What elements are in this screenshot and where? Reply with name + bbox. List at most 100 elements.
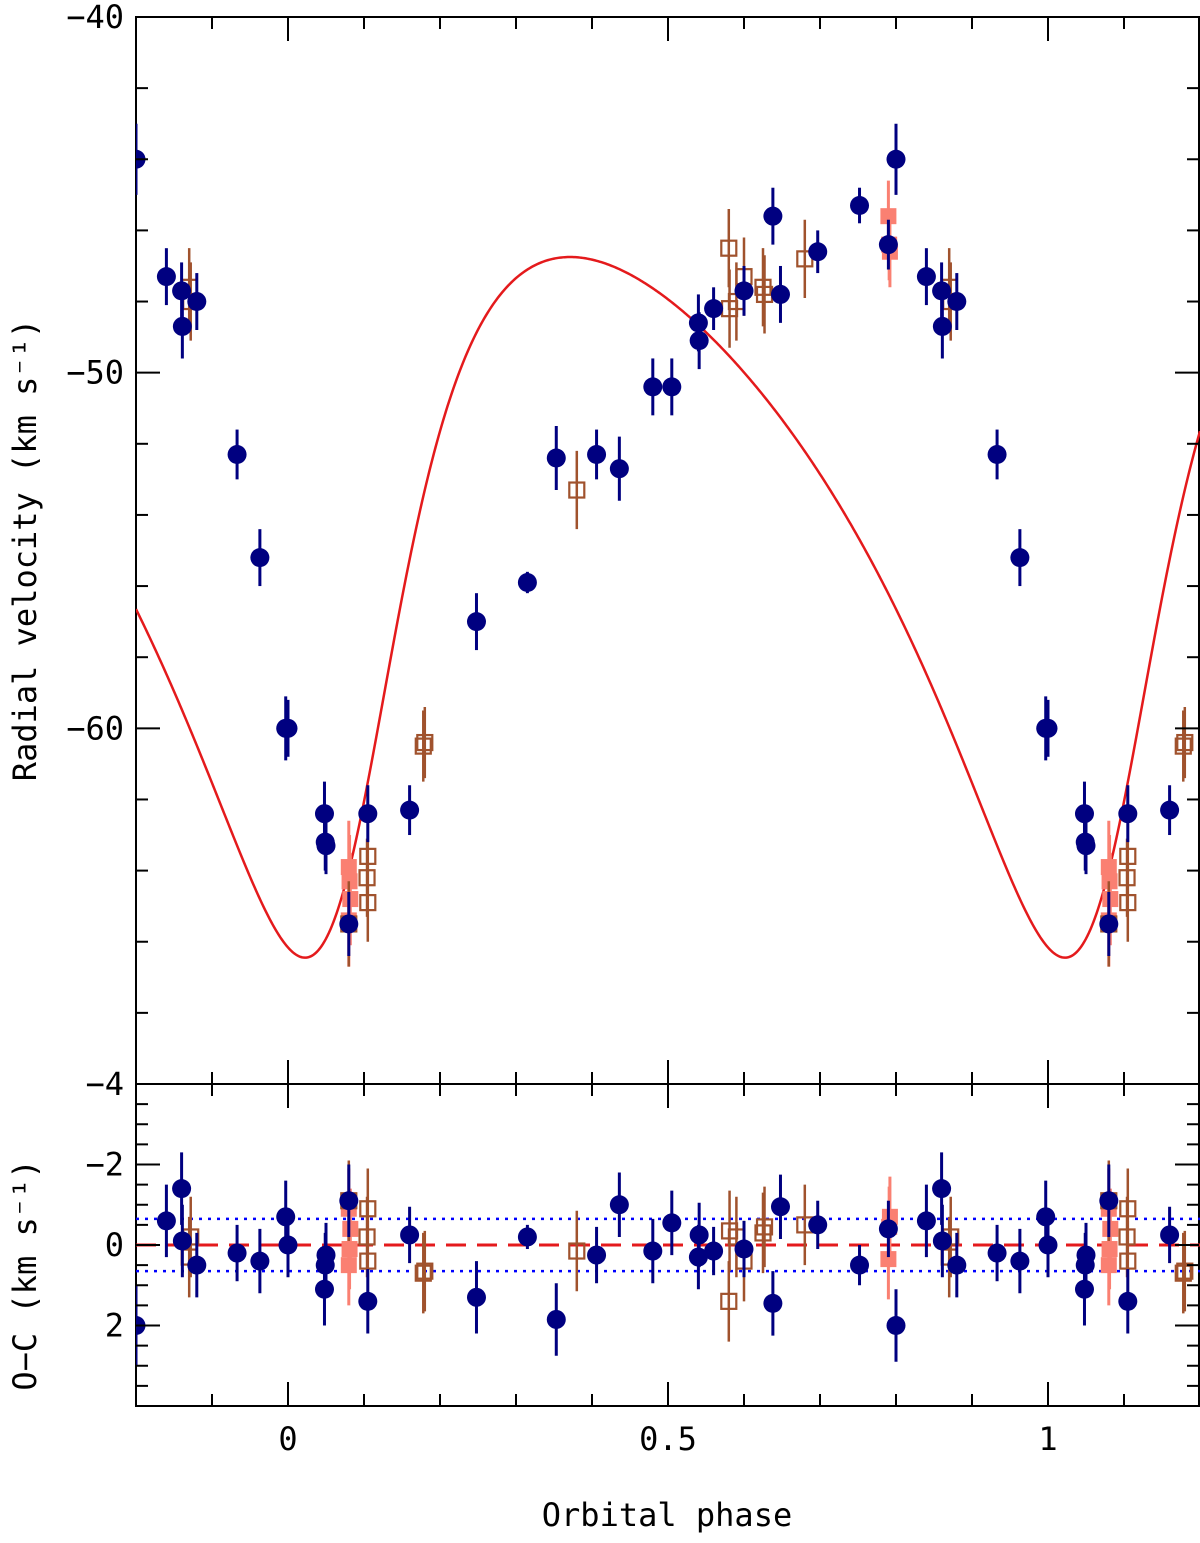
data-point-circle <box>227 444 247 464</box>
data-point-circle <box>339 1191 359 1211</box>
data-point-circle <box>1160 1225 1180 1245</box>
y-tick-label: −50 <box>66 354 124 392</box>
data-point-open-square <box>414 737 432 755</box>
data-point-circle <box>850 1255 870 1275</box>
data-point-circle <box>278 718 298 738</box>
data-point-circle <box>1118 1291 1138 1311</box>
data-point-circle <box>316 1245 336 1265</box>
radial-velocity-plot-area <box>136 123 1200 967</box>
y-tick-label: −60 <box>66 709 124 747</box>
data-point-circle <box>546 448 566 468</box>
residuals-plot-area <box>136 1152 1200 1366</box>
y-tick-label: −40 <box>66 0 124 36</box>
data-point-circle <box>886 1316 906 1335</box>
data-point-circle <box>276 1207 296 1227</box>
data-point-circle <box>932 281 952 301</box>
data-point-circle <box>156 267 176 287</box>
data-point-circle <box>808 242 828 262</box>
data-point-open-square <box>1119 894 1137 912</box>
data-point-circle <box>932 1231 952 1251</box>
y-tick-label: −4 <box>85 1065 124 1103</box>
data-point-open-square <box>416 1262 434 1280</box>
data-point-circle <box>643 377 663 397</box>
data-point-circle <box>517 573 537 593</box>
data-point-circle <box>187 292 207 312</box>
data-point-circle <box>947 292 967 312</box>
data-point-filled-square <box>1102 891 1119 908</box>
data-point-circle <box>546 1309 566 1329</box>
model-curve <box>136 255 1200 959</box>
data-point-circle <box>770 1197 790 1217</box>
data-point-circle <box>1076 836 1096 856</box>
data-point-circle <box>400 1225 420 1245</box>
data-point-circle <box>1038 718 1058 738</box>
x-tick-label: 1 <box>1038 1420 1057 1458</box>
data-point-circle <box>227 1243 247 1263</box>
data-point-circle <box>643 1241 663 1261</box>
data-point-circle <box>763 1293 783 1313</box>
x-tick-label: 0.5 <box>639 1420 697 1458</box>
radial-velocity-panel: −40 −50 −60 <box>66 0 1200 1085</box>
rv-y-axis-label: Radial velocity (km s⁻¹) <box>6 319 44 781</box>
x-axis-label: Orbital phase <box>542 1496 792 1534</box>
data-point-circle <box>850 196 870 216</box>
data-point-circle <box>187 1255 207 1275</box>
data-point-circle <box>1160 800 1180 820</box>
data-point-circle <box>734 281 754 301</box>
data-point-circle <box>156 1211 176 1231</box>
data-point-circle <box>734 1239 754 1259</box>
data-point-open-square <box>1119 1200 1137 1218</box>
data-point-open-square <box>1176 733 1194 752</box>
data-point-circle <box>587 444 607 464</box>
data-point-open-square <box>755 1218 774 1236</box>
data-point-open-square <box>1176 1262 1194 1280</box>
data-point-circle <box>916 267 936 287</box>
data-point-circle <box>172 1179 192 1199</box>
data-point-circle <box>808 1215 828 1235</box>
data-point-circle <box>250 1251 270 1271</box>
data-point-open-square <box>414 1264 432 1282</box>
data-point-circle <box>987 1243 1007 1263</box>
data-point-circle <box>316 836 336 856</box>
data-point-circle <box>878 1219 898 1239</box>
data-point-circle <box>704 1241 724 1261</box>
residuals-panel: −4 −2 0 2 0 0.5 1 <box>85 1065 1200 1458</box>
data-point-open-square <box>359 1200 377 1218</box>
data-point-circle <box>466 1287 486 1307</box>
data-point-circle <box>1076 1245 1096 1265</box>
data-point-circle <box>689 1225 709 1245</box>
data-point-circle <box>172 1231 192 1251</box>
data-point-circle <box>878 235 898 255</box>
data-point-open-square <box>720 239 738 257</box>
data-point-circle <box>466 612 486 632</box>
data-point-open-square <box>416 733 434 752</box>
x-tick-label: 0 <box>278 1420 297 1458</box>
y-tick-label: 2 <box>105 1307 124 1345</box>
data-point-open-square <box>1174 1264 1192 1282</box>
data-point-circle <box>517 1227 537 1247</box>
data-point-circle <box>172 281 192 301</box>
data-point-circle <box>770 284 790 304</box>
data-point-open-square <box>359 894 377 912</box>
data-point-circle <box>1010 1251 1030 1271</box>
data-point-circle <box>358 804 378 824</box>
data-point-circle <box>250 548 270 568</box>
data-point-filled-square <box>1102 1220 1119 1237</box>
data-point-circle <box>662 1213 682 1233</box>
data-point-circle <box>339 914 359 934</box>
data-point-open-square <box>568 1242 586 1260</box>
y-tick-label: 0 <box>105 1226 124 1264</box>
data-point-filled-square <box>342 891 359 908</box>
y-tick-label: −2 <box>85 1146 124 1184</box>
data-point-circle <box>704 299 724 319</box>
data-point-circle <box>932 1179 952 1199</box>
data-point-open-square <box>720 1292 738 1310</box>
data-point-circle <box>1118 804 1138 824</box>
data-point-circle <box>1099 914 1119 934</box>
data-point-circle <box>1036 1207 1056 1227</box>
residual-y-axis-label: O−C (km s⁻¹) <box>6 1159 44 1390</box>
data-point-circle <box>987 444 1007 464</box>
data-point-circle <box>400 800 420 820</box>
data-point-circle <box>172 316 192 336</box>
data-point-circle <box>1038 1235 1058 1255</box>
